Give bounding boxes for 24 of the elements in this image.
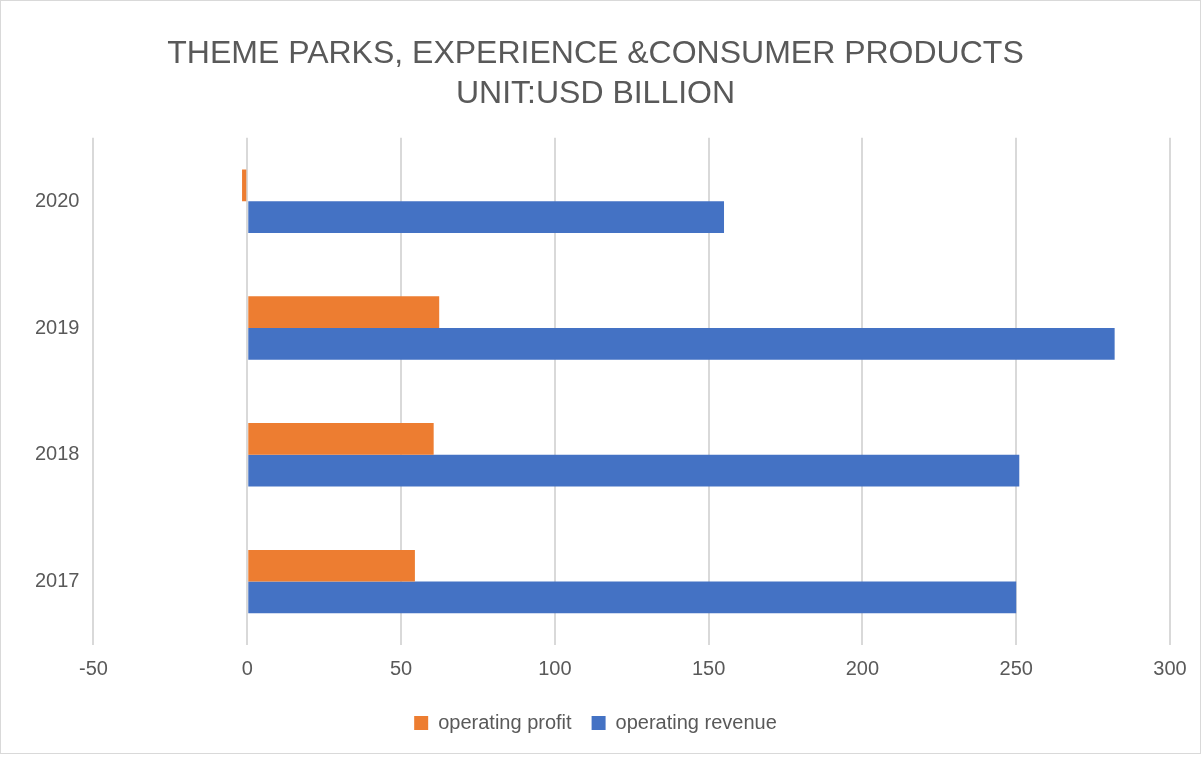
x-tick-label: 100 [538,656,572,679]
bar [248,581,1017,614]
legend-label: operating profit [438,710,573,733]
y-tick-label: 2019 [34,315,80,338]
bar [248,296,440,328]
x-tick-label: 0 [241,656,253,679]
x-tick-label: -50 [79,656,108,679]
bar [248,328,1115,360]
x-tick-label: 250 [999,656,1033,679]
y-tick-label: 2020 [34,188,80,211]
bar [248,454,1020,487]
bar [248,423,434,455]
x-tick-label: 200 [845,656,880,679]
chart-subtitle: UNIT:USD BILLION [455,74,736,111]
x-tick-label: 300 [1153,656,1187,679]
bar [248,549,415,582]
legend-label: operating revenue [615,710,777,733]
bar [242,169,247,202]
y-tick-label: 2017 [34,569,80,592]
bar [248,201,725,233]
y-tick-label: 2018 [34,442,80,465]
chart-title: THEME PARKS, EXPERIENCE &CONSUMER PRODUCTS [167,34,1024,71]
x-tick-label: 150 [691,656,726,679]
x-tick-label: 50 [389,656,413,679]
